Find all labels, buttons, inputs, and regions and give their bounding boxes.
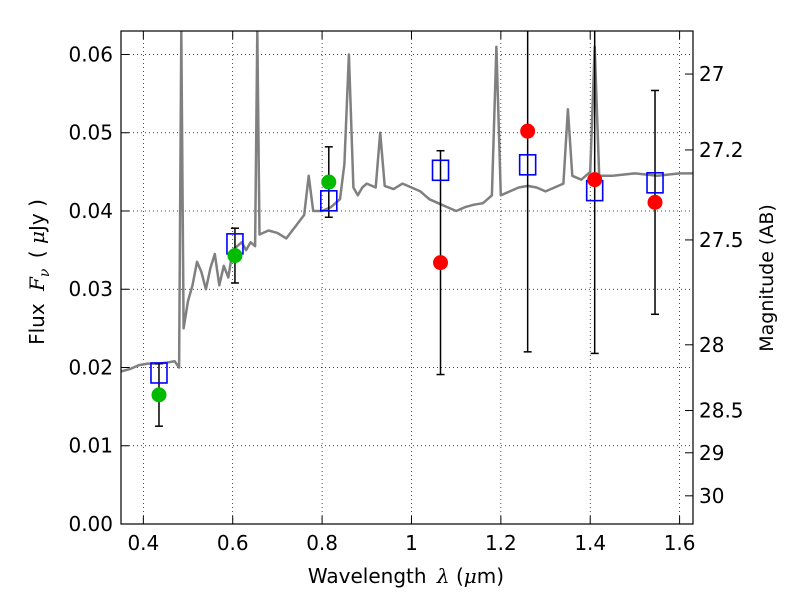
x-tick-label: 1.2 [485,531,517,555]
observed-red-point [520,123,536,139]
plot-frame [120,30,694,525]
y-tick-label: 0.04 [68,199,113,223]
model-square-marker [431,159,450,182]
model-square-marker [319,190,338,212]
right-tick-label: 28 [699,333,724,357]
y-axis-title: Flux Fν ( μJy ) [25,199,54,345]
y-tick-label: 0.06 [68,42,113,66]
x-axis-title-prefix: Wavelength [308,564,427,588]
x-axis-title-unit-mu: μ [464,564,477,588]
right-axis-title: Magnitude (AB) [756,204,778,352]
grid-lines [121,31,693,525]
right-tick-label: 28.5 [699,399,744,423]
y-axis-title-prefix: Flux [25,303,49,345]
model-square-marker [518,154,537,176]
y-axis-title-symbol: F [25,276,49,292]
right-tick-label: 29 [699,441,724,465]
y-tick-label: 0.03 [68,277,113,301]
x-axis-title-symbol: λ [436,564,450,588]
right-tick-label: 30 [699,484,724,508]
y-axis-title-unit-open: ( [25,250,49,258]
error-bars [154,31,660,427]
y-tick-label: 0.05 [68,121,113,145]
x-tick-label: 0.4 [127,531,159,555]
observed-green-point [227,248,243,264]
axis-ticks: 0.4 0.6 0.8 1 1.2 1.4 1.6 0.00 0.01 0.02 0.03 0.04 0… [68,31,744,555]
spectrum-line [121,31,693,373]
x-tick-label: 0.8 [306,531,338,555]
x-tick-label: 1.4 [574,531,606,555]
y-tick-label: 0.01 [68,434,113,458]
x-tick-label: 1 [405,531,418,555]
x-axis-title-unit-rest: m) [477,564,504,588]
right-tick-label: 27 [699,62,724,86]
model-square-marker [646,172,664,194]
x-tick-label: 1.6 [664,531,696,555]
x-tick-label: 0.6 [217,531,249,555]
right-tick-label: 27.2 [699,138,744,162]
x-axis-title: Wavelength λ (μm) [308,564,504,588]
observed-red-point [587,172,603,188]
x-axis-title-unit-open: ( [456,564,464,588]
observed-red-point [433,255,449,271]
observed-green-point [321,174,337,190]
y-tick-label: 0.00 [68,512,113,536]
y-axis-title-subscript: ν [37,268,53,277]
observed-green-point [151,387,167,403]
right-tick-label: 27.5 [699,228,744,252]
observed-points-series [151,123,663,403]
y-axis-title-unit-rest: Jy ) [25,199,49,233]
y-tick-label: 0.02 [68,355,113,379]
y-axis-title-unit-mu: μ [25,231,49,244]
model-square-marker [150,362,168,384]
observed-red-point [647,194,663,210]
model-squares-series [150,154,664,384]
spectrum-series [121,31,693,373]
